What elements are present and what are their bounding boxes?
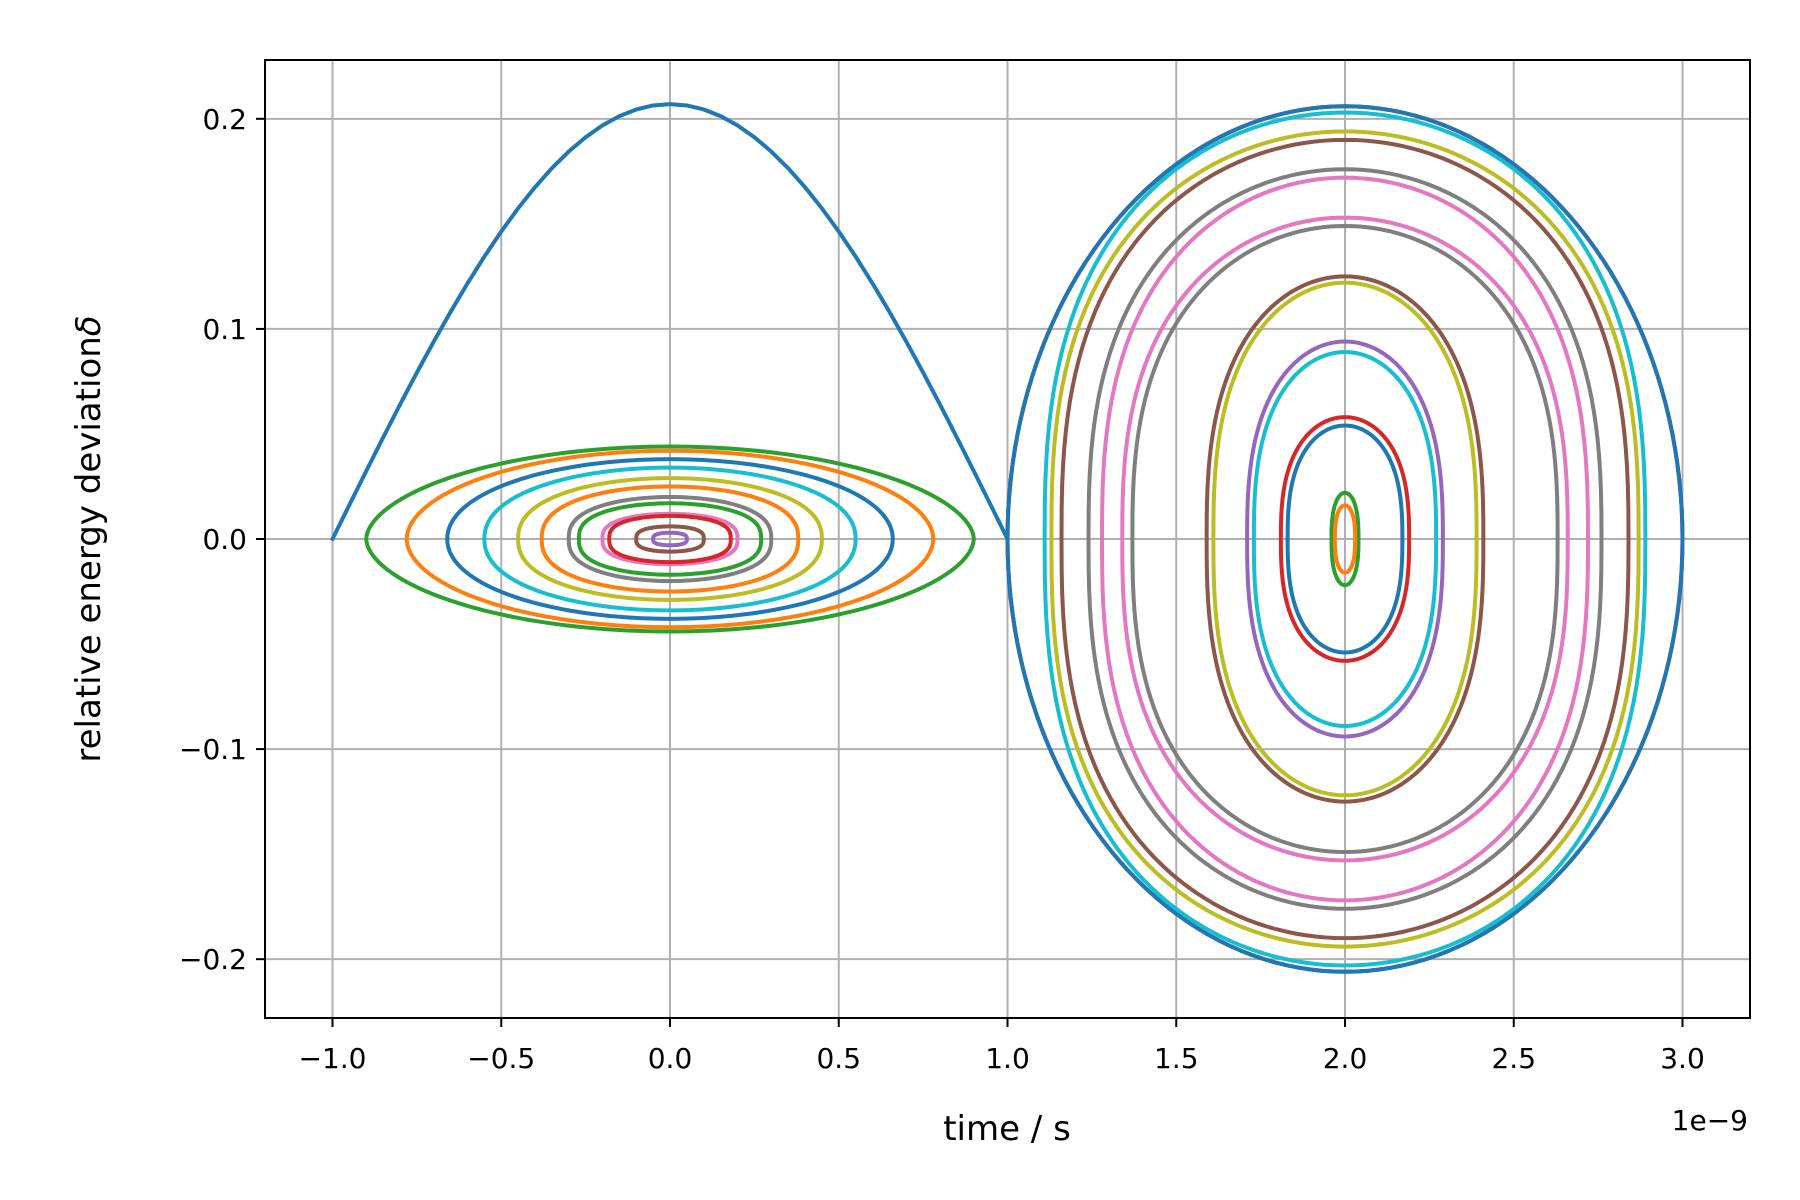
y-axis-label: relative energy deviationδ (69, 315, 109, 762)
bucket-2-orbit (1130, 223, 1560, 855)
bucket-2-orbit (1278, 415, 1412, 663)
bucket-1-orbit (445, 457, 895, 621)
bucket-2-orbit (1332, 503, 1358, 575)
x-tick-label: 3.0 (1660, 1042, 1705, 1075)
x-tick-label: 0.0 (648, 1042, 693, 1075)
x-tick-label: 0.5 (816, 1042, 861, 1075)
bucket-2-orbit (1059, 137, 1631, 941)
x-offset-text: 1e−9 (1672, 1104, 1748, 1137)
bucket-2-orbit (1086, 167, 1604, 911)
series-layer (330, 102, 1685, 974)
bucket-2-orbit (1049, 129, 1641, 949)
bucket-1-orbit (539, 484, 801, 594)
bucket-2-orbit (1245, 339, 1445, 739)
bucket-1-orbit (600, 511, 740, 567)
y-tick-label: 0.0 (202, 523, 247, 556)
bucket-1-orbit (576, 501, 764, 577)
y-tick-label: −0.1 (179, 733, 247, 766)
bucket-1-orbit (404, 448, 936, 630)
x-tick-label: 2.0 (1323, 1042, 1368, 1075)
y-axis-label-text: relative energy deviation (69, 336, 109, 762)
bucket-2-orbit (1100, 175, 1590, 903)
bucket-1-orbit (482, 465, 858, 613)
y-axis-label-symbol: δ (69, 315, 109, 336)
bucket-1-orbit (516, 476, 824, 602)
axis-ticks: −1.0 −0.5 0.0 0.5 1.0 1.5 2.0 2.5 3.0 −0.2 −0.1 0.0… (179, 103, 1705, 1075)
bucket-2-orbit (1211, 280, 1479, 798)
x-tick-label: 2.5 (1491, 1042, 1536, 1075)
x-tick-label: −1.0 (299, 1042, 367, 1075)
bucket-1-orbit (651, 530, 689, 548)
bucket-2-orbit (1285, 423, 1405, 655)
bucket-2-orbit (1204, 274, 1486, 804)
bucket-1-orbit (566, 494, 774, 584)
bucket-1-orbit (607, 513, 733, 565)
bucket-1-orbit (634, 524, 706, 554)
bucket-2-orbit (1329, 490, 1361, 588)
y-tick-label: 0.2 (202, 103, 247, 136)
y-tick-label: 0.1 (202, 313, 247, 346)
plot-series-group (330, 102, 1685, 974)
bucket-2-orbit (1042, 110, 1648, 968)
x-axis-label: time / s (943, 1109, 1071, 1149)
x-tick-label: 1.5 (1154, 1042, 1199, 1075)
x-tick-label: −0.5 (467, 1042, 535, 1075)
x-tick-label: 1.0 (985, 1042, 1030, 1075)
bucket-1-orbit (364, 444, 976, 634)
bucket-2-orbit (1120, 215, 1570, 863)
bucket-2-orbit (1251, 350, 1439, 728)
y-tick-label: −0.2 (179, 943, 247, 976)
separatrix-curve (330, 102, 1010, 541)
